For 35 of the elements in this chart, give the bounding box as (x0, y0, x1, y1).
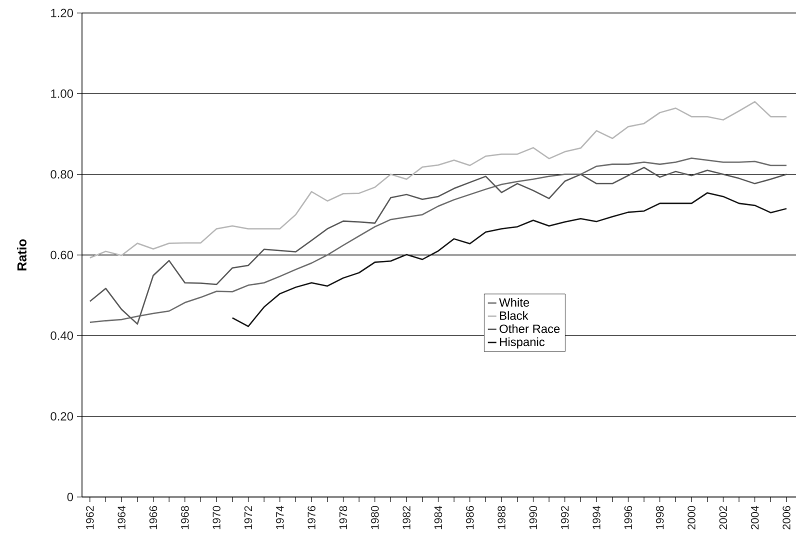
x-tick-label: 1968 (181, 506, 189, 530)
x-tick-label: 1964 (118, 506, 126, 530)
x-tick-label: 1994 (592, 506, 600, 530)
x-tick-label: 1982 (402, 506, 410, 530)
x-tick-label: 1962 (86, 506, 94, 530)
y-tick-label: 1.00 (51, 89, 74, 98)
x-tick-label: 1970 (212, 506, 220, 530)
x-tick-label: 1990 (529, 506, 538, 530)
y-axis-title: Ratio (16, 239, 26, 270)
x-tick-label: 1966 (149, 506, 158, 530)
y-tick-label: 0.80 (50, 170, 74, 179)
legend-label: Black (500, 311, 528, 320)
x-tick-label: 1988 (498, 506, 506, 530)
x-tick-label: 1992 (561, 506, 569, 530)
x-tick-label: 2006 (782, 506, 790, 530)
x-tick-label: 1976 (308, 506, 316, 530)
x-tick-label: 2000 (688, 506, 696, 530)
x-tick-label: 1972 (244, 506, 252, 530)
x-tick-label: 1996 (624, 506, 632, 530)
legend-label: Hispanic (500, 337, 545, 349)
legend-label: Other Race (500, 324, 560, 334)
y-tick-label: 1.20 (51, 8, 74, 18)
x-tick-label: 1998 (656, 506, 664, 530)
x-tick-label: 2002 (719, 506, 728, 530)
x-tick-label: 1984 (434, 506, 442, 530)
y-tick-label: 0.20 (50, 412, 74, 421)
x-tick-label: 1974 (276, 506, 284, 530)
x-tick-label: 1978 (339, 506, 348, 530)
y-tick-label: 0 (67, 492, 74, 502)
y-tick-label: 0.60 (50, 250, 74, 260)
legend-label: White (499, 298, 530, 307)
x-tick-label: 2004 (750, 506, 759, 530)
x-tick-label: 1986 (466, 506, 474, 530)
y-tick-label: 0.40 (50, 331, 74, 340)
x-tick-label: 1980 (371, 506, 379, 530)
